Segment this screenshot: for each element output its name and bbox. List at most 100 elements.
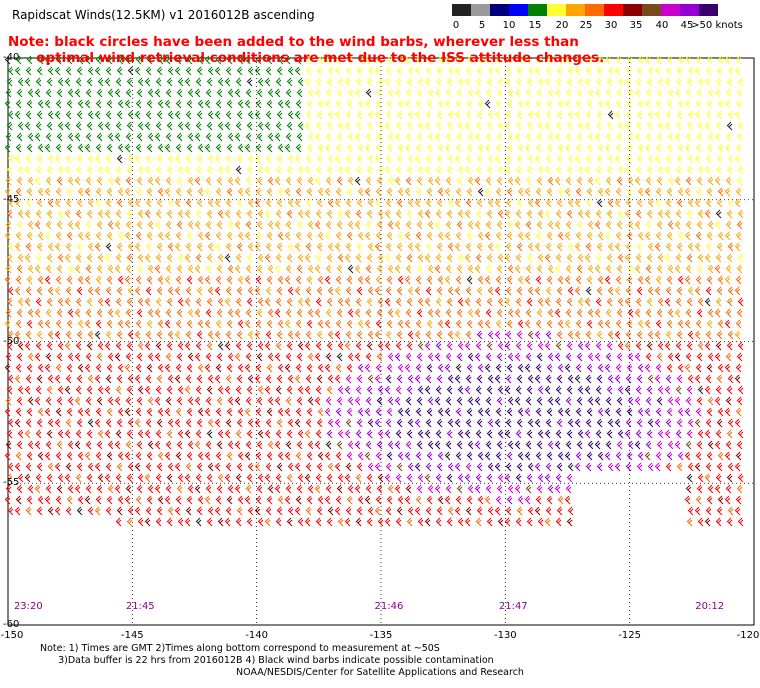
wind-barb [65,462,72,472]
wind-barb [55,407,62,417]
wind-barb [67,176,74,186]
wind-barb [275,77,282,87]
wind-barb [325,132,332,142]
wind-barb [645,440,652,450]
wind-barb [374,66,381,76]
wind-barb [456,352,463,362]
wind-barb [516,506,523,516]
wind-barb [36,286,43,296]
wind-barb [216,440,223,450]
wind-barb [227,132,234,142]
wind-barb [396,110,403,120]
wind-barb [276,418,283,428]
wind-barb [277,451,284,461]
wind-barb [64,165,71,175]
wind-barb [207,374,214,384]
wind-barb [35,341,42,351]
colorbar-swatch [547,4,566,16]
wind-barb [227,484,234,494]
wind-barb [187,88,194,98]
wind-barb [326,253,333,263]
wind-barb [585,462,592,472]
wind-barb [36,374,43,384]
wind-barb [274,220,281,230]
wind-barb [425,198,432,208]
wind-barb [297,165,304,175]
wind-barb [516,330,523,340]
wind-barb [256,176,263,186]
wind-barb [156,286,163,296]
wind-barb [395,209,402,219]
wind-barb [525,220,532,230]
wind-barb [367,330,374,340]
wind-barb [177,253,184,263]
wind-barb [155,385,162,395]
wind-barb [264,429,271,439]
wind-barb [186,55,193,65]
wind-barb [356,506,363,516]
wind-barb [324,407,331,417]
wind-barb [295,407,302,417]
wind-barb [695,319,702,329]
wind-barb [255,99,262,109]
wind-barb [34,352,41,362]
wind-barb [647,374,654,384]
wind-barb [24,341,31,351]
wind-barb [356,418,363,428]
wind-barb [77,451,84,461]
wind-barb [407,418,414,428]
wind-barb [64,341,71,351]
wind-barb [14,418,21,428]
wind-barb [195,77,202,87]
wind-barb [665,462,672,472]
wind-barb [674,132,681,142]
wind-barb [76,154,83,164]
wind-barb [345,242,352,252]
wind-barb [147,484,154,494]
wind-barb [407,462,414,472]
wind-barb [276,154,283,164]
wind-barb [197,495,204,505]
wind-barb [35,209,42,219]
wind-barb [154,352,161,362]
wind-barb [267,88,274,98]
wind-barb [177,297,184,307]
wind-barb [497,165,504,175]
wind-barb [536,308,543,318]
wind-barb [187,396,194,406]
wind-barb [297,341,304,351]
wind-barb [444,143,451,153]
wind-barb [724,231,731,241]
wind-barb [397,319,404,329]
wind-barb [475,517,482,527]
wind-barb [344,517,351,527]
wind-barb [665,110,672,120]
wind-barb [506,451,513,461]
wind-barb [235,297,242,307]
wind-barb [265,198,272,208]
wind-barb [214,198,221,208]
wind-barb [704,385,711,395]
wind-barb [336,176,343,186]
wind-barb [694,506,701,516]
wind-barb [264,165,271,175]
wind-barb [347,396,354,406]
wind-barb [364,451,371,461]
wind-barb [576,396,583,406]
wind-barb [375,407,382,417]
wind-barb [276,506,283,516]
wind-barb [307,308,314,318]
wind-barb [47,66,54,76]
wind-barb [705,374,712,384]
wind-barb [675,297,682,307]
wind-barb [534,198,541,208]
wind-barb [236,154,243,164]
wind-barb [64,297,71,307]
wind-barb [447,506,454,516]
wind-barb [395,297,402,307]
wind-barb [427,484,434,494]
wind-barb [286,121,293,131]
wind-barb [237,363,244,373]
wind-barb [436,242,443,252]
wind-barb [355,341,362,351]
